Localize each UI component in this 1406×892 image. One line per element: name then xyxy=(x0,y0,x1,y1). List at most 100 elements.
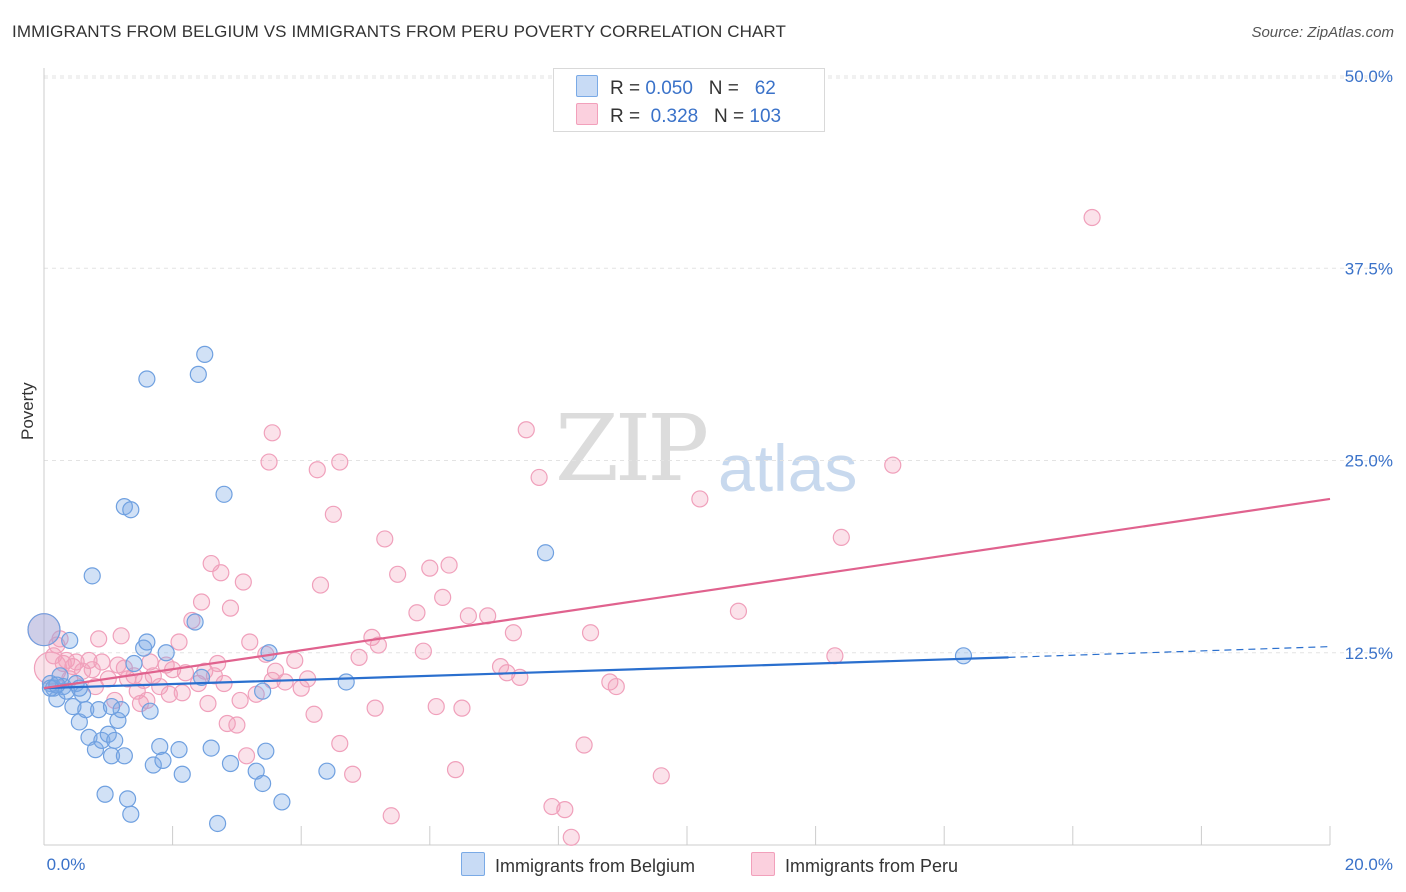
belgium-point xyxy=(118,790,137,808)
peru-point xyxy=(421,559,439,577)
peru-point xyxy=(228,716,246,734)
belgium-point xyxy=(170,741,188,759)
peru-point xyxy=(826,647,844,665)
peru-point xyxy=(234,573,252,591)
peru-point xyxy=(138,691,156,710)
belgium-point xyxy=(318,762,336,780)
belgium-point xyxy=(151,737,169,756)
legend-n-label-1: N = xyxy=(708,78,745,99)
peru-point xyxy=(382,807,400,825)
watermark-zip: ZIP xyxy=(555,395,709,502)
legend-r-label-1: R = xyxy=(610,78,646,99)
peru-point xyxy=(276,673,294,691)
belgium-point xyxy=(96,785,114,803)
bottom-legend-peru: Immigrants from Peru xyxy=(751,852,958,877)
stats-legend: R = 0.050 N = 62 R = 0.328 N = 103 xyxy=(553,68,825,132)
y-tick-label: 12.5% xyxy=(1345,644,1393,663)
belgium-trend-line xyxy=(43,656,1009,690)
peru-point xyxy=(286,651,304,670)
legend-n-value-2: 103 xyxy=(749,106,782,127)
belgium-point xyxy=(173,765,191,783)
bottom-peru-swatch xyxy=(751,852,775,876)
peru-point xyxy=(575,736,593,754)
peru-point xyxy=(350,648,368,666)
peru-point xyxy=(173,684,191,702)
peru-point xyxy=(1083,208,1101,227)
legend-r-value-2: 0.328 xyxy=(650,106,699,127)
peru-point xyxy=(884,456,902,474)
peru-point xyxy=(459,607,477,625)
belgium-point xyxy=(138,633,156,651)
belgium-swatch xyxy=(576,75,598,97)
belgium-point xyxy=(109,711,127,730)
peru-swatch xyxy=(576,103,598,125)
belgium-trend-extension xyxy=(1008,645,1331,658)
peru-point xyxy=(517,421,535,439)
peru-point xyxy=(64,657,82,676)
belgium-point xyxy=(186,613,204,631)
belgium-point xyxy=(215,485,233,503)
belgium-point xyxy=(122,501,140,519)
bottom-belgium-label: Immigrants from Belgium xyxy=(495,856,696,876)
belgium-point xyxy=(257,742,275,760)
belgium-point xyxy=(83,567,101,585)
bottom-legend-belgium: Immigrants from Belgium xyxy=(461,852,695,877)
belgium-point xyxy=(221,754,240,773)
peru-point xyxy=(331,734,349,753)
peru-point xyxy=(221,599,240,617)
belgium-point xyxy=(99,725,117,743)
belgium-point xyxy=(141,702,159,720)
belgium-point xyxy=(254,774,272,793)
belgium-point xyxy=(115,747,133,765)
peru-point xyxy=(80,651,98,670)
peru-point xyxy=(581,624,600,642)
peru-point xyxy=(263,424,281,442)
peru-point xyxy=(305,705,323,723)
belgium-point xyxy=(189,365,207,383)
peru-point xyxy=(440,556,458,574)
peru-point xyxy=(729,602,748,620)
peru-point xyxy=(389,565,407,583)
peru-point xyxy=(93,653,111,671)
belgium-point xyxy=(273,793,291,811)
watermark-atlas: atlas xyxy=(718,431,858,505)
peru-point xyxy=(427,697,445,716)
legend-n-value-1: 62 xyxy=(754,78,776,99)
peru-point xyxy=(344,765,362,783)
peru-point xyxy=(67,653,85,671)
y-tick-label: 25.0% xyxy=(1345,452,1393,471)
legend-row-peru: R = 0.328 N = 103 xyxy=(576,103,781,128)
peru-point xyxy=(434,588,452,606)
peru-point xyxy=(607,677,625,696)
peru-point xyxy=(260,453,278,471)
belgium-point xyxy=(192,668,211,686)
belgium-point xyxy=(154,751,172,770)
legend-n-label-2: N = xyxy=(714,106,750,127)
source-label: Source: ZipAtlas.com xyxy=(1251,24,1394,41)
peru-point xyxy=(366,699,384,717)
peru-point xyxy=(652,767,670,785)
legend-r-value-1: 0.050 xyxy=(645,78,693,99)
peru-point xyxy=(112,627,130,645)
y-tick-label: 50.0% xyxy=(1345,67,1393,86)
peru-point xyxy=(832,528,850,547)
peru-point xyxy=(376,530,394,548)
peru-point xyxy=(543,797,561,816)
belgium-point xyxy=(112,701,130,719)
peru-point xyxy=(446,761,465,779)
belgium-point xyxy=(196,345,214,363)
belgium-point xyxy=(337,673,355,691)
belgium-point xyxy=(157,644,175,662)
belgium-point xyxy=(93,731,111,750)
peru-point xyxy=(212,564,230,582)
peru-point xyxy=(562,828,580,846)
belgium-point xyxy=(51,667,69,685)
bottom-peru-label: Immigrants from Peru xyxy=(785,856,959,876)
peru-point xyxy=(199,694,217,713)
peru-point xyxy=(369,636,387,654)
belgium-point xyxy=(254,682,272,700)
legend-row-belgium: R = 0.050 N = 62 xyxy=(576,75,776,100)
belgium-point xyxy=(144,756,162,774)
peru-point xyxy=(90,630,108,648)
belgium-point xyxy=(61,631,79,650)
